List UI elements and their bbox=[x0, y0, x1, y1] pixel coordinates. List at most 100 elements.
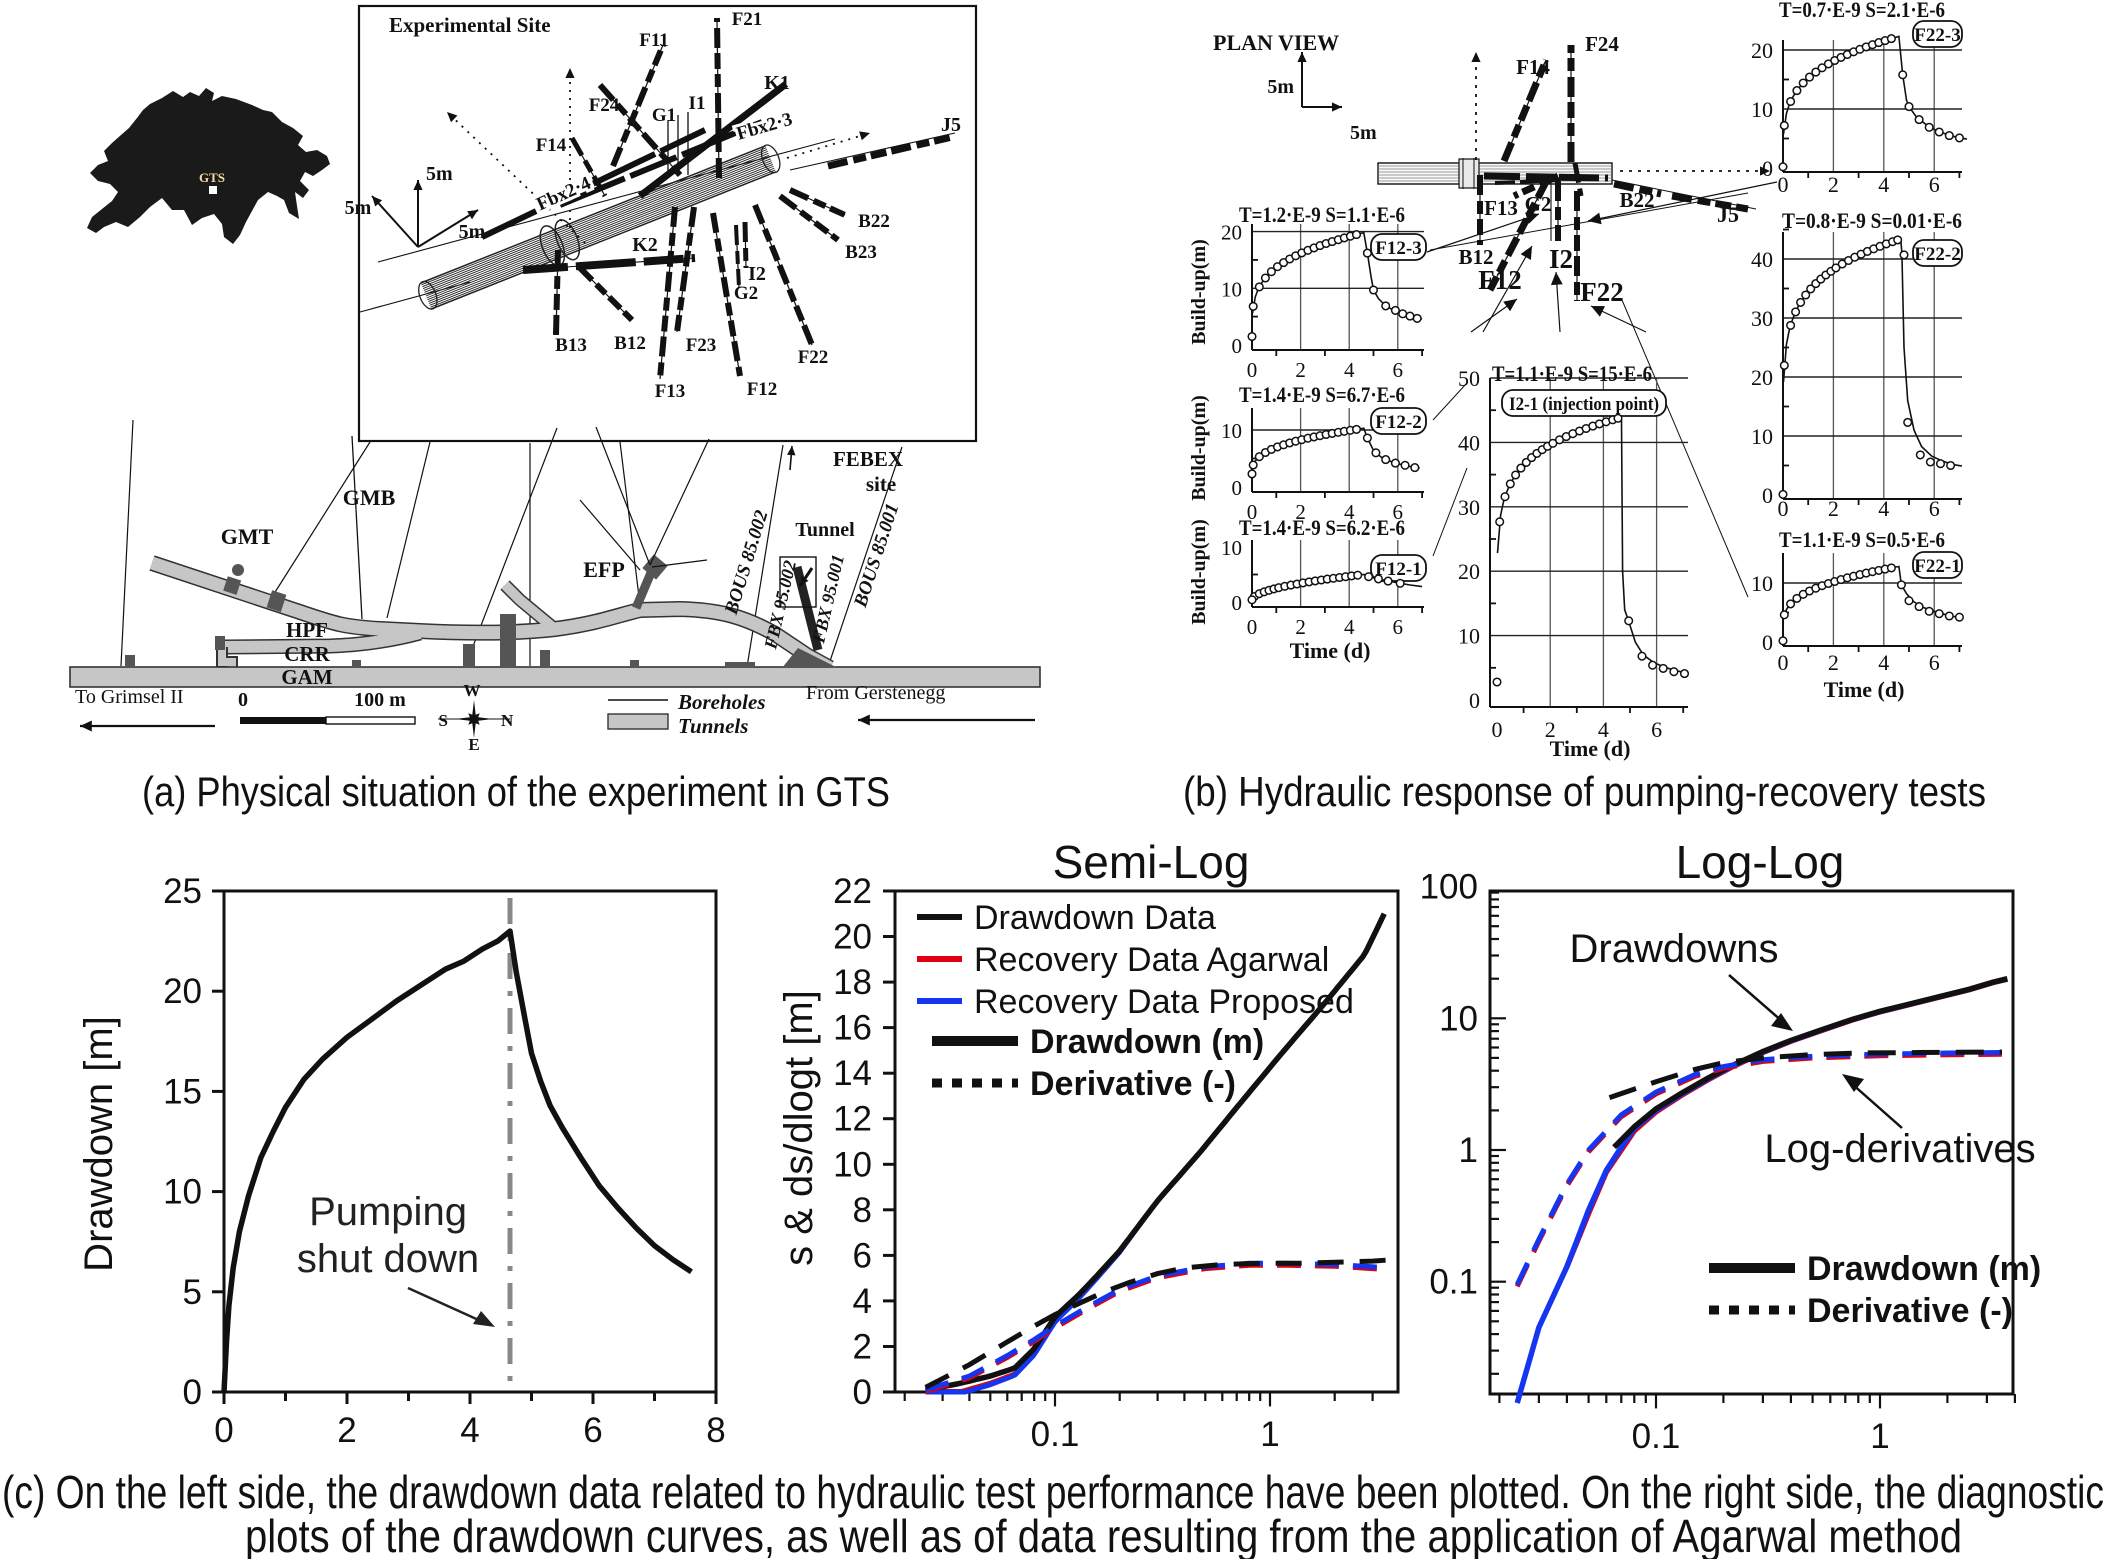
svg-text:Recovery Data Proposed: Recovery Data Proposed bbox=[974, 983, 1354, 1021]
svg-text:0: 0 bbox=[1778, 650, 1789, 675]
svg-text:1: 1 bbox=[1870, 1417, 1889, 1456]
svg-text:F12-2: F12-2 bbox=[1375, 412, 1421, 433]
svg-text:0: 0 bbox=[1247, 615, 1258, 639]
svg-text:S: S bbox=[439, 711, 448, 730]
svg-text:6: 6 bbox=[853, 1236, 872, 1275]
svg-text:40: 40 bbox=[1751, 247, 1773, 272]
svg-text:100 m: 100 m bbox=[354, 689, 406, 711]
svg-text:CRR: CRR bbox=[284, 642, 330, 666]
svg-text:W: W bbox=[464, 681, 481, 700]
svg-text:10: 10 bbox=[163, 1173, 202, 1212]
svg-text:FEBEX: FEBEX bbox=[833, 447, 903, 471]
svg-text:8: 8 bbox=[706, 1411, 725, 1450]
svg-text:s & ds/dlogt [m]: s & ds/dlogt [m] bbox=[777, 990, 821, 1266]
svg-text:0.1: 0.1 bbox=[1429, 1263, 1478, 1302]
svg-text:I2: I2 bbox=[748, 263, 766, 285]
svg-text:Log-derivatives: Log-derivatives bbox=[1764, 1127, 2035, 1171]
svg-text:G2: G2 bbox=[734, 283, 758, 304]
svg-text:22: 22 bbox=[833, 872, 872, 911]
svg-text:2: 2 bbox=[1295, 500, 1306, 524]
svg-text:(a) Physical situation of the: (a) Physical situation of the experiment… bbox=[142, 768, 890, 815]
svg-text:B13: B13 bbox=[555, 335, 587, 356]
svg-text:15: 15 bbox=[163, 1072, 202, 1111]
svg-text:0: 0 bbox=[1778, 496, 1789, 521]
svg-text:10: 10 bbox=[1221, 419, 1242, 443]
svg-text:0: 0 bbox=[1762, 630, 1773, 655]
svg-text:T=0.8·E-9 S=0.01·E-6: T=0.8·E-9 S=0.01·E-6 bbox=[1782, 208, 1962, 233]
svg-text:F22-3: F22-3 bbox=[1914, 25, 1960, 46]
svg-text:G1: G1 bbox=[652, 105, 676, 126]
svg-text:2: 2 bbox=[1828, 650, 1839, 675]
svg-text:16: 16 bbox=[833, 1009, 872, 1048]
svg-text:F13: F13 bbox=[655, 381, 686, 402]
svg-text:20: 20 bbox=[1751, 365, 1773, 390]
svg-text:5m: 5m bbox=[426, 163, 453, 185]
svg-text:F12: F12 bbox=[1478, 265, 1522, 295]
svg-text:10: 10 bbox=[1221, 536, 1242, 560]
svg-text:I1: I1 bbox=[689, 93, 706, 114]
svg-text:Recovery Data Agarwal: Recovery Data Agarwal bbox=[974, 941, 1329, 979]
svg-text:6: 6 bbox=[1393, 358, 1404, 382]
svg-text:T=1.4·E-9 S=6.7·E-6: T=1.4·E-9 S=6.7·E-6 bbox=[1239, 382, 1405, 407]
svg-text:0: 0 bbox=[853, 1373, 872, 1412]
svg-text:5m: 5m bbox=[1350, 122, 1377, 144]
svg-text:F23: F23 bbox=[686, 335, 717, 356]
svg-text:4: 4 bbox=[460, 1411, 479, 1450]
svg-text:B12: B12 bbox=[1458, 245, 1493, 269]
svg-text:From Gerstenegg: From Gerstenegg bbox=[806, 682, 945, 704]
svg-text:30: 30 bbox=[1751, 306, 1773, 331]
svg-text:4: 4 bbox=[1878, 650, 1889, 675]
svg-text:shut down: shut down bbox=[297, 1237, 479, 1281]
svg-text:0: 0 bbox=[1762, 156, 1773, 181]
svg-text:I2-1 (injection point): I2-1 (injection point) bbox=[1509, 394, 1659, 415]
svg-text:10: 10 bbox=[1751, 97, 1773, 122]
svg-text:0.1: 0.1 bbox=[1031, 1415, 1080, 1454]
svg-text:0: 0 bbox=[183, 1373, 202, 1412]
svg-text:K2: K2 bbox=[632, 234, 658, 256]
svg-text:J5: J5 bbox=[941, 114, 961, 136]
svg-text:0: 0 bbox=[1762, 483, 1773, 508]
svg-text:6: 6 bbox=[1929, 172, 1940, 197]
svg-text:0: 0 bbox=[1247, 500, 1258, 524]
svg-text:plots of the drawdown curves,: plots of the drawdown curves, as well as… bbox=[245, 1510, 1962, 1559]
svg-text:10: 10 bbox=[833, 1145, 872, 1184]
svg-text:4: 4 bbox=[1344, 500, 1355, 524]
svg-text:6: 6 bbox=[1929, 496, 1940, 521]
svg-text:F13: F13 bbox=[1484, 196, 1518, 220]
svg-text:10: 10 bbox=[1751, 424, 1773, 449]
svg-text:12: 12 bbox=[833, 1100, 872, 1139]
svg-text:EFP: EFP bbox=[583, 557, 625, 582]
svg-text:HPF: HPF bbox=[286, 618, 328, 642]
svg-text:E: E bbox=[468, 735, 479, 754]
svg-text:Time (d): Time (d) bbox=[1550, 736, 1631, 761]
svg-text:0: 0 bbox=[1232, 334, 1243, 358]
svg-text:N: N bbox=[501, 711, 514, 730]
svg-text:0: 0 bbox=[1232, 476, 1243, 500]
svg-text:4: 4 bbox=[1598, 717, 1609, 742]
svg-text:Drawdowns: Drawdowns bbox=[1570, 927, 1779, 971]
svg-text:8: 8 bbox=[853, 1191, 872, 1230]
svg-text:Experimental Site: Experimental Site bbox=[389, 13, 551, 37]
svg-text:To Grimsel II: To Grimsel II bbox=[75, 686, 184, 708]
svg-text:1: 1 bbox=[1459, 1131, 1478, 1170]
svg-text:F24: F24 bbox=[589, 95, 620, 116]
svg-text:0: 0 bbox=[1778, 172, 1789, 197]
svg-text:40: 40 bbox=[1458, 430, 1480, 455]
svg-text:30: 30 bbox=[1458, 495, 1480, 520]
svg-text:G2: G2 bbox=[1525, 192, 1552, 216]
svg-text:4: 4 bbox=[1344, 615, 1355, 639]
svg-text:100: 100 bbox=[1420, 868, 1478, 907]
svg-text:Semi-Log: Semi-Log bbox=[1053, 836, 1250, 888]
svg-text:20: 20 bbox=[1221, 221, 1242, 245]
svg-text:20: 20 bbox=[1458, 559, 1480, 584]
svg-text:6: 6 bbox=[1393, 615, 1404, 639]
svg-text:14: 14 bbox=[833, 1054, 872, 1093]
svg-text:I2: I2 bbox=[1549, 244, 1573, 274]
svg-text:Drawdown [m]: Drawdown [m] bbox=[77, 1016, 121, 1272]
svg-text:F14: F14 bbox=[536, 135, 567, 156]
svg-text:50: 50 bbox=[1458, 366, 1480, 391]
svg-text:Build-up(m): Build-up(m) bbox=[1188, 395, 1210, 501]
svg-text:0: 0 bbox=[238, 689, 248, 711]
svg-text:B23: B23 bbox=[845, 242, 877, 263]
svg-text:0: 0 bbox=[1469, 688, 1480, 713]
